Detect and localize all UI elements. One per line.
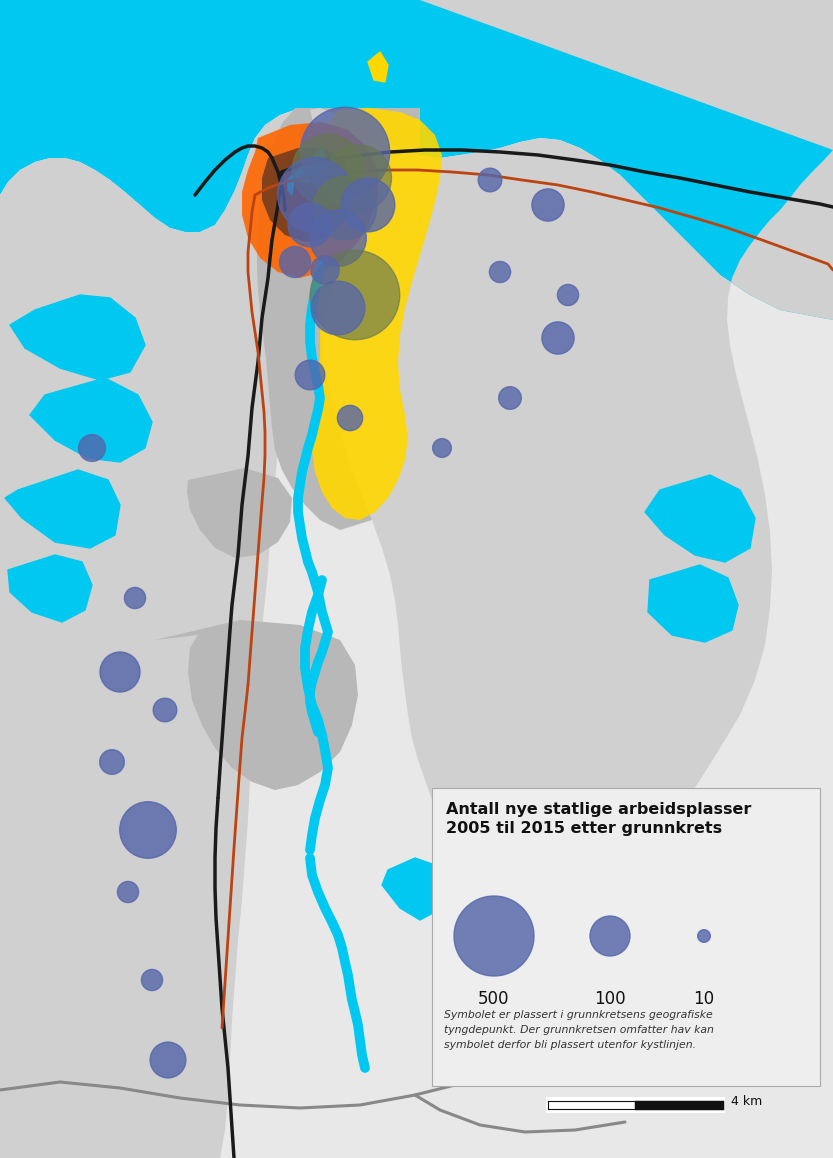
Polygon shape bbox=[30, 378, 152, 462]
Polygon shape bbox=[262, 148, 355, 242]
Polygon shape bbox=[645, 475, 755, 562]
Circle shape bbox=[150, 1042, 186, 1078]
Circle shape bbox=[454, 896, 534, 976]
FancyBboxPatch shape bbox=[432, 787, 820, 1086]
Polygon shape bbox=[5, 470, 120, 548]
Circle shape bbox=[311, 256, 339, 284]
Polygon shape bbox=[257, 108, 420, 530]
Polygon shape bbox=[648, 565, 738, 642]
Circle shape bbox=[478, 168, 501, 192]
Circle shape bbox=[432, 439, 451, 457]
Circle shape bbox=[557, 285, 579, 306]
Polygon shape bbox=[0, 0, 833, 320]
Polygon shape bbox=[368, 52, 388, 82]
Circle shape bbox=[499, 387, 521, 409]
Text: tyngdepunkt. Der grunnkretsen omfatter hav kan: tyngdepunkt. Der grunnkretsen omfatter h… bbox=[444, 1025, 714, 1035]
Text: 4 km: 4 km bbox=[731, 1095, 762, 1108]
Circle shape bbox=[532, 189, 564, 221]
Text: 500: 500 bbox=[478, 990, 510, 1007]
Polygon shape bbox=[310, 108, 442, 520]
Polygon shape bbox=[242, 122, 378, 278]
Circle shape bbox=[292, 134, 364, 206]
Circle shape bbox=[124, 587, 146, 609]
Circle shape bbox=[295, 360, 325, 390]
Circle shape bbox=[312, 281, 365, 335]
Text: Antall nye statlige arbeidsplasser
2005 til 2015 etter grunnkrets: Antall nye statlige arbeidsplasser 2005 … bbox=[446, 802, 751, 836]
Circle shape bbox=[590, 916, 630, 957]
Circle shape bbox=[300, 108, 390, 197]
Polygon shape bbox=[0, 108, 315, 1158]
Circle shape bbox=[490, 262, 511, 283]
Circle shape bbox=[310, 250, 400, 339]
Polygon shape bbox=[310, 0, 833, 878]
Polygon shape bbox=[187, 468, 292, 558]
Text: 100: 100 bbox=[594, 990, 626, 1007]
Bar bbox=[546, 1097, 725, 1113]
Circle shape bbox=[153, 698, 177, 721]
Circle shape bbox=[100, 652, 140, 692]
Circle shape bbox=[120, 801, 177, 858]
Circle shape bbox=[288, 203, 332, 247]
Polygon shape bbox=[8, 555, 92, 622]
Circle shape bbox=[542, 322, 574, 354]
Circle shape bbox=[78, 434, 106, 461]
Circle shape bbox=[325, 145, 392, 212]
Circle shape bbox=[142, 969, 162, 990]
Circle shape bbox=[337, 405, 362, 431]
Circle shape bbox=[313, 176, 377, 240]
Text: Symbolet er plassert i grunnkretsens geografiske: Symbolet er plassert i grunnkretsens geo… bbox=[444, 1010, 713, 1020]
Text: symbolet derfor bli plassert utenfor kystlinjen.: symbolet derfor bli plassert utenfor kys… bbox=[444, 1040, 696, 1050]
Circle shape bbox=[698, 930, 711, 943]
Polygon shape bbox=[10, 295, 145, 380]
Circle shape bbox=[100, 749, 124, 775]
Circle shape bbox=[277, 157, 352, 233]
Polygon shape bbox=[382, 858, 440, 919]
Circle shape bbox=[280, 247, 311, 278]
Circle shape bbox=[310, 210, 367, 266]
Polygon shape bbox=[155, 620, 358, 790]
Circle shape bbox=[342, 178, 395, 232]
Text: 10: 10 bbox=[693, 990, 715, 1007]
Polygon shape bbox=[288, 148, 325, 195]
Circle shape bbox=[117, 881, 138, 902]
